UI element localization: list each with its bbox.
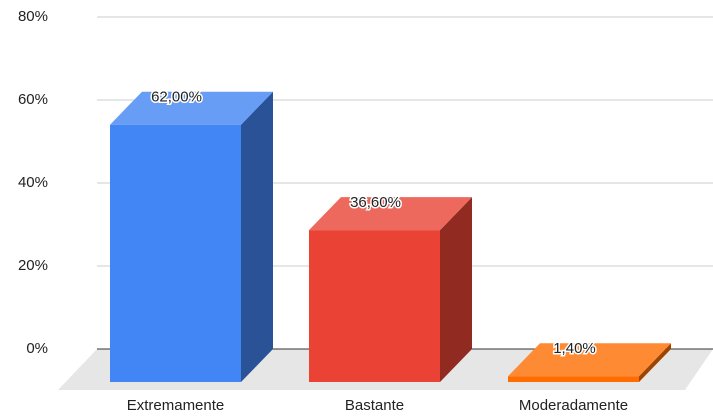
bar-top xyxy=(110,91,273,125)
x-tick-label: Bastante xyxy=(345,397,404,414)
x-tick-label: Extremamente xyxy=(127,397,225,414)
bar-side xyxy=(241,91,273,382)
y-tick-label: 0% xyxy=(26,340,48,357)
value-label: 62,00% xyxy=(151,89,202,106)
bar-top xyxy=(309,197,472,231)
bar-side xyxy=(639,343,671,382)
x-tick-label: Moderadamente xyxy=(519,397,628,414)
bar-top xyxy=(508,343,671,377)
bar-front xyxy=(309,230,440,382)
bar-front xyxy=(110,124,241,382)
value-label: 1,40% xyxy=(553,340,596,357)
bar xyxy=(110,91,273,382)
bar-side xyxy=(440,197,472,382)
y-tick-label: 20% xyxy=(18,257,48,274)
bar-front xyxy=(508,376,639,382)
bar xyxy=(508,343,671,382)
bar xyxy=(309,197,472,382)
value-label: 36,60% xyxy=(350,194,401,211)
y-tick-label: 40% xyxy=(18,174,48,191)
y-tick-label: 80% xyxy=(18,8,48,25)
y-tick-label: 60% xyxy=(18,91,48,108)
